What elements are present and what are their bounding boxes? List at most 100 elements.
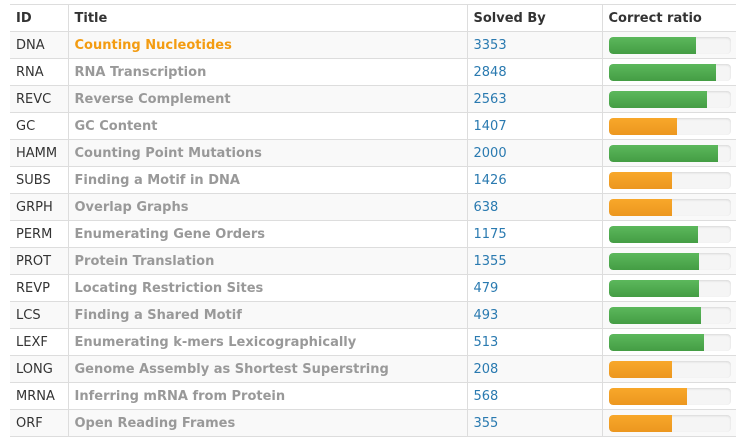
correct-ratio-progress-bar: [608, 63, 731, 81]
correct-ratio-cell: [601, 85, 736, 113]
problem-title-link[interactable]: Enumerating Gene Orders: [74, 226, 266, 242]
correct-ratio-progress-bar: [608, 414, 731, 432]
correct-ratio-fill: [608, 144, 719, 162]
solved-by-cell: 479: [466, 274, 602, 302]
correct-ratio-cell: [601, 220, 736, 248]
problem-id: REVP: [10, 274, 68, 302]
solved-by-link[interactable]: 2848: [473, 64, 507, 80]
problem-title-link[interactable]: Locating Restriction Sites: [74, 280, 264, 296]
problem-title-link[interactable]: Finding a Shared Motif: [74, 307, 242, 323]
correct-ratio-cell: [601, 409, 736, 437]
problem-title-link[interactable]: Inferring mRNA from Protein: [74, 388, 286, 404]
correct-ratio-progress-bar: [608, 387, 731, 405]
correct-ratio-fill: [608, 414, 672, 432]
correct-ratio-fill: [608, 171, 672, 189]
problem-id: DNA: [10, 31, 68, 59]
problem-title-link[interactable]: Counting Nucleotides: [74, 37, 232, 53]
problem-title-link[interactable]: Genome Assembly as Shortest Superstring: [74, 361, 389, 377]
table-row: REVC Reverse Complement 2563: [10, 85, 736, 113]
problem-id: MRNA: [10, 382, 68, 410]
solved-by-cell: 2000: [466, 139, 602, 167]
correct-ratio-fill: [608, 360, 672, 378]
solved-by-cell: 1175: [466, 220, 602, 248]
correct-ratio-fill: [608, 279, 699, 297]
problem-title-cell: Genome Assembly as Shortest Superstring: [67, 355, 467, 383]
solved-by-cell: 1355: [466, 247, 602, 275]
solved-by-link[interactable]: 479: [473, 280, 499, 296]
problems-table-body: DNA Counting Nucleotides 3353 RNA RNA Transc…: [10, 31, 736, 437]
correct-ratio-fill: [608, 387, 687, 405]
problem-id: GC: [10, 112, 68, 140]
correct-ratio-progress-bar: [608, 306, 731, 324]
solved-by-link[interactable]: 355: [473, 415, 499, 431]
correct-ratio-progress-bar: [608, 90, 731, 108]
solved-by-cell: 3353: [466, 31, 602, 59]
solved-by-link[interactable]: 208: [473, 361, 499, 377]
table-row: GRPH Overlap Graphs 638: [10, 193, 736, 221]
problem-title-cell: Finding a Motif in DNA: [67, 166, 467, 194]
correct-ratio-cell: [601, 355, 736, 383]
correct-ratio-progress-bar: [608, 198, 731, 216]
correct-ratio-cell: [601, 139, 736, 167]
solved-by-link[interactable]: 1426: [473, 172, 507, 188]
problem-title-link[interactable]: Open Reading Frames: [74, 415, 236, 431]
correct-ratio-cell: [601, 382, 736, 410]
solved-by-cell: 568: [466, 382, 602, 410]
problem-id: HAMM: [10, 139, 68, 167]
problem-title-link[interactable]: RNA Transcription: [74, 64, 207, 80]
solved-by-link[interactable]: 568: [473, 388, 499, 404]
problem-id: LONG: [10, 355, 68, 383]
solved-by-link[interactable]: 1407: [473, 118, 507, 134]
problem-title-cell: Overlap Graphs: [67, 193, 467, 221]
column-header-title[interactable]: Title: [67, 4, 467, 32]
correct-ratio-progress-bar: [608, 117, 731, 135]
correct-ratio-fill: [608, 117, 677, 135]
correct-ratio-progress-bar: [608, 279, 731, 297]
column-header-id[interactable]: ID: [10, 4, 68, 32]
problem-title-cell: Reverse Complement: [67, 85, 467, 113]
column-header-solved-by[interactable]: Solved By: [466, 4, 602, 32]
problem-title-cell: Enumerating Gene Orders: [67, 220, 467, 248]
solved-by-link[interactable]: 1175: [473, 226, 507, 242]
correct-ratio-progress-bar: [608, 171, 731, 189]
correct-ratio-fill: [608, 225, 698, 243]
table-row: LEXF Enumerating k-mers Lexicographically…: [10, 328, 736, 356]
problem-title-link[interactable]: GC Content: [74, 118, 158, 134]
correct-ratio-cell: [601, 274, 736, 302]
table-row: DNA Counting Nucleotides 3353: [10, 31, 736, 59]
problem-title-link[interactable]: Overlap Graphs: [74, 199, 189, 215]
problem-title-cell: Inferring mRNA from Protein: [67, 382, 467, 410]
solved-by-cell: 1426: [466, 166, 602, 194]
problem-title-link[interactable]: Finding a Motif in DNA: [74, 172, 240, 188]
correct-ratio-fill: [608, 198, 672, 216]
problem-title-link[interactable]: Reverse Complement: [74, 91, 231, 107]
solved-by-cell: 2848: [466, 58, 602, 86]
problem-id: SUBS: [10, 166, 68, 194]
problem-title-cell: Locating Restriction Sites: [67, 274, 467, 302]
solved-by-link[interactable]: 2000: [473, 145, 507, 161]
problem-title-cell: Counting Point Mutations: [67, 139, 467, 167]
correct-ratio-fill: [608, 63, 716, 81]
problem-title-link[interactable]: Protein Translation: [74, 253, 215, 269]
table-header-row: ID Title Solved By Correct ratio: [10, 4, 736, 32]
solved-by-cell: 208: [466, 355, 602, 383]
problem-title-link[interactable]: Counting Point Mutations: [74, 145, 262, 161]
solved-by-link[interactable]: 3353: [473, 37, 507, 53]
column-header-correct-ratio[interactable]: Correct ratio: [601, 4, 736, 32]
correct-ratio-cell: [601, 193, 736, 221]
correct-ratio-progress-bar: [608, 144, 731, 162]
correct-ratio-cell: [601, 166, 736, 194]
problem-title-link[interactable]: Enumerating k-mers Lexicographically: [74, 334, 357, 350]
solved-by-link[interactable]: 513: [473, 334, 499, 350]
table-row: HAMM Counting Point Mutations 2000: [10, 139, 736, 167]
solved-by-cell: 1407: [466, 112, 602, 140]
solved-by-link[interactable]: 638: [473, 199, 499, 215]
correct-ratio-cell: [601, 58, 736, 86]
solved-by-link[interactable]: 493: [473, 307, 499, 323]
solved-by-cell: 493: [466, 301, 602, 329]
solved-by-link[interactable]: 1355: [473, 253, 507, 269]
table-row: MRNA Inferring mRNA from Protein 568: [10, 382, 736, 410]
solved-by-link[interactable]: 2563: [473, 91, 507, 107]
solved-by-cell: 2563: [466, 85, 602, 113]
correct-ratio-cell: [601, 301, 736, 329]
